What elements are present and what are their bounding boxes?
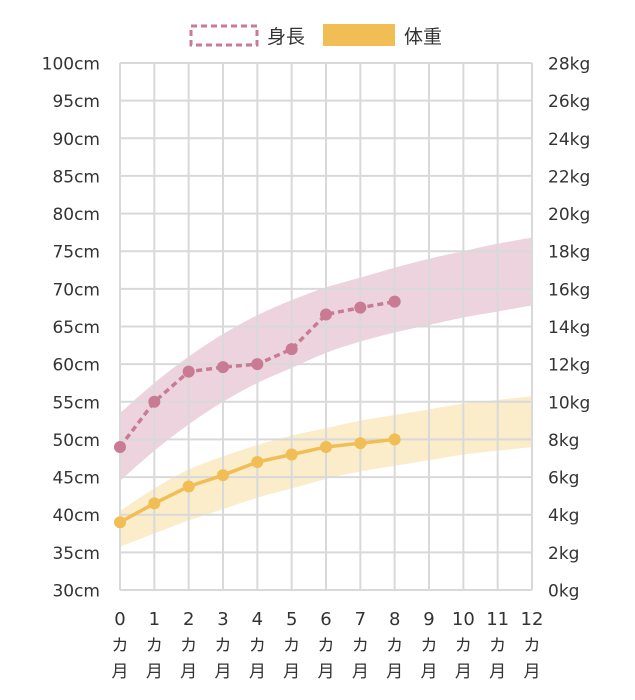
x-axis-tick-number: 5 [286, 609, 297, 630]
chart-grid [119, 62, 533, 591]
x-axis-tick-unit: カ [283, 636, 300, 656]
x-axis-tick-unit: 月 [524, 662, 541, 682]
x-axis-tick-unit: カ [318, 636, 335, 656]
x-axis-tick-unit: 月 [489, 662, 506, 682]
data-point-体重 [354, 437, 367, 450]
left-axis-tick-label: 100cm [42, 55, 100, 75]
chart-legend: 身長 体重 [189, 24, 442, 48]
legend-label-height: 身長 [267, 26, 305, 48]
left-axis-tick-label: 95cm [52, 92, 100, 112]
data-point-体重 [114, 516, 126, 529]
data-point-体重 [217, 469, 229, 482]
data-point-身長 [251, 358, 264, 371]
x-axis-tick-unit: カ [215, 636, 232, 656]
right-axis-tick-label: 28kg [548, 55, 590, 75]
right-axis-tick-label: 6kg [548, 469, 579, 489]
x-axis-tick-number: 8 [389, 609, 400, 630]
data-point-身長 [285, 343, 298, 356]
x-axis-tick-unit: カ [421, 636, 438, 656]
left-axis-tick-label: 85cm [52, 167, 100, 187]
right-axis-tick-label: 10kg [548, 393, 590, 413]
data-point-体重 [148, 497, 161, 510]
right-axis-tick-label: 18kg [548, 243, 590, 263]
right-axis-tick-label: 4kg [548, 506, 579, 526]
right-axis-tick-label: 0kg [548, 582, 579, 602]
x-axis-tick-number: 7 [355, 609, 366, 630]
right-y-axis: 28kg 26kg 24kg 22kg 20kg 18kg 16kg 14kg 12kg 10kg… [548, 55, 590, 602]
data-point-身長 [320, 308, 332, 321]
x-axis-tick-unit: 月 [421, 662, 438, 682]
left-axis-tick-label: 35cm [52, 544, 100, 564]
x-axis-tick-number: 10 [452, 609, 475, 630]
left-axis-tick-label: 30cm [52, 582, 100, 602]
left-y-axis: 100cm 95cm 90cm 85cm 80cm 75cm 70cm 65cm 60cm 55c… [42, 55, 100, 602]
x-axis: 0カ月1カ月2カ月3カ月4カ月5カ月6カ月7カ月8カ月9カ月10カ月11カ月12… [112, 609, 544, 682]
data-point-身長 [217, 361, 229, 374]
data-point-体重 [320, 440, 332, 453]
chart-series [114, 295, 401, 529]
x-axis-tick-unit: カ [180, 636, 197, 656]
x-axis-tick-number: 2 [183, 609, 194, 630]
x-axis-tick-unit: 月 [318, 662, 335, 682]
data-point-身長 [354, 301, 367, 314]
data-point-身長 [114, 440, 126, 453]
x-axis-tick-number: 4 [252, 609, 263, 630]
x-axis-tick-number: 3 [217, 609, 228, 630]
left-axis-tick-label: 60cm [52, 356, 100, 376]
x-axis-tick-unit: カ [249, 636, 266, 656]
x-axis-tick-number: 9 [423, 609, 434, 630]
x-axis-tick-unit: 月 [215, 662, 232, 682]
x-axis-tick-unit: 月 [455, 662, 472, 682]
left-axis-tick-label: 40cm [52, 506, 100, 526]
x-axis-tick-unit: カ [489, 636, 506, 656]
x-axis-tick-number: 0 [114, 609, 125, 630]
legend-label-weight: 体重 [404, 26, 442, 48]
legend-swatch-height [189, 24, 259, 47]
left-axis-tick-label: 75cm [52, 243, 100, 263]
right-axis-tick-label: 12kg [548, 356, 590, 376]
x-axis-tick-number: 1 [149, 609, 160, 630]
right-axis-tick-label: 24kg [548, 130, 590, 150]
x-axis-tick-unit: カ [352, 636, 369, 656]
right-axis-tick-label: 22kg [548, 167, 590, 187]
left-axis-tick-label: 70cm [52, 280, 100, 300]
x-axis-tick-number: 6 [320, 609, 331, 630]
data-point-身長 [182, 365, 195, 378]
left-axis-tick-label: 65cm [52, 318, 100, 338]
data-point-身長 [388, 295, 401, 308]
left-axis-tick-label: 55cm [52, 393, 100, 413]
x-axis-tick-unit: 月 [112, 662, 129, 682]
left-axis-tick-label: 50cm [52, 431, 100, 451]
x-axis-tick-number: 11 [486, 609, 509, 630]
data-point-体重 [388, 433, 401, 446]
right-axis-tick-label: 20kg [548, 205, 590, 225]
x-axis-tick-unit: 月 [352, 662, 369, 682]
data-point-体重 [182, 480, 195, 493]
right-axis-tick-label: 26kg [548, 92, 590, 112]
right-axis-tick-label: 8kg [548, 431, 579, 451]
data-point-体重 [251, 456, 264, 469]
left-axis-tick-label: 90cm [52, 130, 100, 150]
right-axis-tick-label: 2kg [548, 544, 579, 564]
x-axis-tick-unit: 月 [283, 662, 300, 682]
right-axis-tick-label: 16kg [548, 280, 590, 300]
data-point-身長 [148, 395, 161, 408]
left-axis-tick-label: 80cm [52, 205, 100, 225]
x-axis-tick-unit: カ [455, 636, 472, 656]
x-axis-tick-unit: カ [524, 636, 541, 656]
data-point-体重 [285, 448, 298, 461]
x-axis-tick-unit: 月 [249, 662, 266, 682]
legend-swatch-weight [323, 24, 395, 46]
right-axis-tick-label: 14kg [548, 318, 590, 338]
x-axis-tick-unit: 月 [180, 662, 197, 682]
x-axis-tick-unit: カ [112, 636, 129, 656]
x-axis-tick-unit: 月 [386, 662, 403, 682]
x-axis-tick-unit: カ [386, 636, 403, 656]
x-axis-tick-unit: 月 [146, 662, 163, 682]
left-axis-tick-label: 45cm [52, 469, 100, 489]
x-axis-tick-unit: カ [146, 636, 163, 656]
x-axis-tick-number: 12 [521, 609, 544, 630]
